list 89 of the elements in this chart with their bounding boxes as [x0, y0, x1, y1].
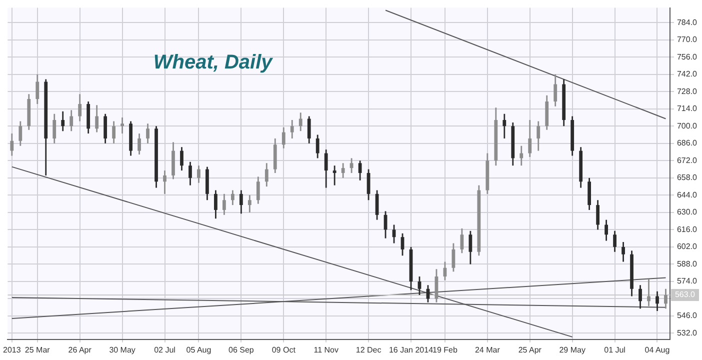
candlestick	[400, 232, 404, 256]
y-tick-label: 714.0	[676, 104, 698, 114]
x-tick-label: 2013	[3, 345, 22, 354]
candlestick	[95, 104, 99, 134]
candlestick	[656, 290, 659, 312]
x-tick-label: 11 Nov	[314, 345, 338, 354]
x-tick-label: 06 Sep	[228, 345, 254, 354]
y-tick-label: 728.0	[676, 86, 698, 96]
x-tick-label: 25 Apr	[518, 345, 542, 354]
x-tick-label: 04 Aug	[644, 345, 670, 354]
x-tick-label: 29 May	[559, 345, 586, 354]
x-tick-label: 30 May	[109, 345, 136, 354]
candlestick	[554, 74, 558, 108]
candlestick	[392, 224, 396, 244]
y-tick-label: 546.0	[676, 311, 698, 320]
x-tick-label: 26 Apr	[68, 345, 92, 354]
candlestick	[78, 93, 82, 122]
candlestick	[536, 120, 540, 152]
candlestick	[10, 132, 14, 156]
candlestick	[520, 145, 524, 166]
candlestick	[188, 161, 192, 186]
y-tick-label: 616.0	[676, 224, 698, 234]
y-tick-label: 756.0	[676, 52, 698, 62]
y-tick-label: 742.0	[676, 70, 698, 79]
y-tick-label: 686.0	[676, 138, 698, 148]
y-tick-label: 770.0	[676, 35, 698, 44]
candlestick	[622, 241, 625, 262]
x-tick-label: 12 Dec	[356, 345, 382, 354]
candlestick	[146, 122, 150, 144]
candlestick	[52, 113, 56, 144]
candlestick	[180, 146, 184, 172]
y-tick-label: 658.0	[676, 173, 698, 182]
candlestick	[596, 199, 600, 230]
candlestick	[341, 162, 345, 179]
candlestick	[230, 190, 234, 206]
candlestick	[282, 126, 286, 150]
candlestick	[248, 194, 252, 214]
candlestick	[239, 190, 243, 214]
candlestick	[138, 132, 141, 156]
y-tick-label: 672.0	[676, 156, 698, 165]
x-tick-label: 25 Mar	[24, 345, 50, 354]
y-tick-label: 784.0	[676, 18, 698, 27]
candlestick	[18, 120, 22, 147]
y-tick-label: 630.0	[676, 208, 698, 217]
candlestick	[418, 276, 422, 296]
candlestick	[460, 228, 464, 254]
candlestick	[70, 109, 74, 132]
candlestick	[528, 119, 532, 158]
candlestick	[638, 284, 642, 310]
x-tick-label: 16 Jan 2014	[388, 345, 434, 354]
x-tick-label: 02 Jul	[154, 345, 176, 354]
candlestick	[502, 113, 506, 140]
candlestick	[324, 148, 328, 188]
text: Wheat, Daily	[153, 51, 274, 74]
candlestick	[358, 160, 362, 182]
x-tick-label: 05 Aug	[186, 345, 212, 354]
candlestick	[468, 230, 472, 265]
candlestick	[104, 113, 108, 144]
y-tick-label: 644.0	[676, 190, 698, 200]
candlestick	[112, 120, 116, 144]
y-tick-label: 574.0	[676, 276, 698, 286]
y-tick-label: 700.0	[676, 121, 698, 130]
candlestick	[163, 170, 166, 195]
candlestick	[197, 164, 200, 184]
candlestick	[256, 176, 260, 204]
candlestick	[120, 116, 124, 134]
y-tick-label: 602.0	[676, 242, 698, 252]
candlestick	[316, 134, 320, 159]
y-tick-label: 588.0	[676, 259, 698, 268]
candlestick	[214, 190, 218, 220]
candlestick	[647, 278, 650, 307]
candlestick	[222, 193, 226, 216]
candlestick	[264, 162, 268, 188]
candlestick	[613, 230, 616, 253]
candlestick	[36, 74, 40, 105]
candlestick	[664, 288, 668, 310]
y-tick-label: 532.0	[676, 328, 698, 338]
candlestick	[350, 157, 354, 174]
candlestick	[332, 164, 336, 186]
candlestick	[298, 112, 302, 132]
candlestick	[604, 219, 608, 242]
candlestick	[307, 116, 311, 144]
x-tick-label: 24 Mar	[474, 345, 500, 354]
x-tick-label: 19 Feb	[432, 345, 458, 354]
candlestick	[61, 110, 65, 132]
x-tick-label: 09 Oct	[272, 345, 296, 354]
x-tick-label: 01 Jul	[604, 345, 626, 354]
candlestick	[588, 177, 592, 211]
candlestick	[290, 119, 294, 140]
